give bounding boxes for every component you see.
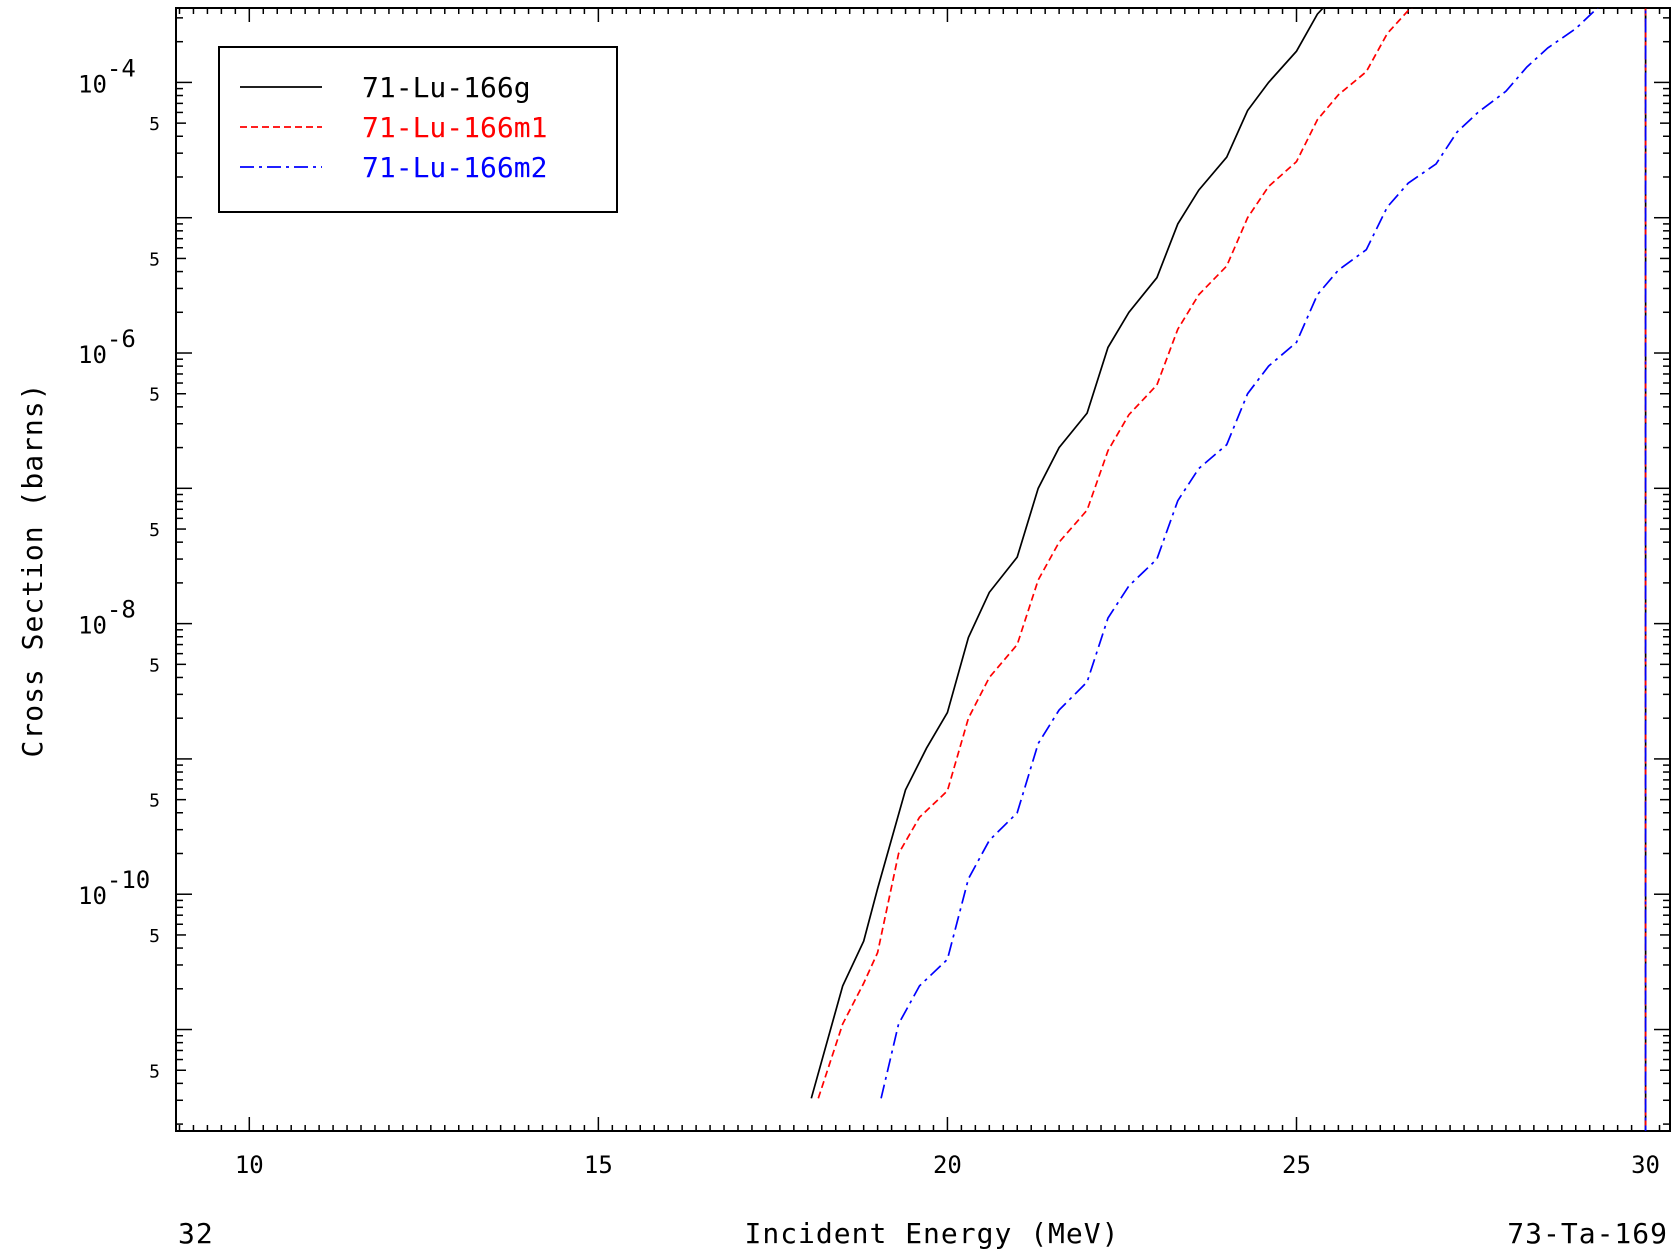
y-tick-label-5: 5	[149, 520, 160, 541]
y-decade-label: 10-4	[78, 54, 136, 98]
x-axis-title: Incident Energy (MeV)	[744, 1217, 1119, 1250]
y-decade-label: 10-10	[78, 866, 150, 910]
series-line	[880, 8, 1647, 1131]
legend: 71-Lu-166g 71-Lu-166m1 71-Lu-166m2	[218, 46, 618, 213]
plot-frame	[175, 7, 1671, 1132]
y-tick-label-5: 5	[149, 1061, 160, 1082]
legend-box	[218, 46, 618, 213]
y-decade-label: 10-6	[78, 325, 136, 369]
legend-label: 71-Lu-166m2	[362, 151, 547, 184]
y-tick-label-5: 5	[149, 655, 160, 676]
legend-label: 71-Lu-166g	[362, 71, 531, 104]
y-tick-label-5: 5	[149, 385, 160, 406]
x-tick-label: 10	[235, 1151, 264, 1179]
series-lines	[810, 8, 1647, 1131]
y-tick-label-5: 5	[149, 926, 160, 947]
footer-right-label: 73-Ta-169	[1507, 1217, 1668, 1250]
x-tick-label: 30	[1631, 1151, 1660, 1179]
axis-tick-labels: 10 15 20 25 30 5 5 5 5 5 5 5 5 10-4 10-6 10-8 10-10	[78, 54, 1660, 1179]
series-line	[810, 8, 1647, 1131]
axis-ticks	[176, 8, 1670, 1131]
y-tick-label-5: 5	[149, 791, 160, 812]
series-line	[817, 8, 1647, 1131]
x-tick-label: 15	[584, 1151, 613, 1179]
x-tick-label: 25	[1282, 1151, 1311, 1179]
y-axis-title: Cross Section (barns)	[16, 382, 49, 757]
y-decade-label: 10-8	[78, 596, 136, 640]
legend-label: 71-Lu-166m1	[362, 111, 547, 144]
y-tick-label-5: 5	[149, 249, 160, 270]
footer-left-label: 32	[178, 1217, 214, 1250]
x-tick-label: 20	[933, 1151, 962, 1179]
y-tick-label-5: 5	[149, 114, 160, 135]
